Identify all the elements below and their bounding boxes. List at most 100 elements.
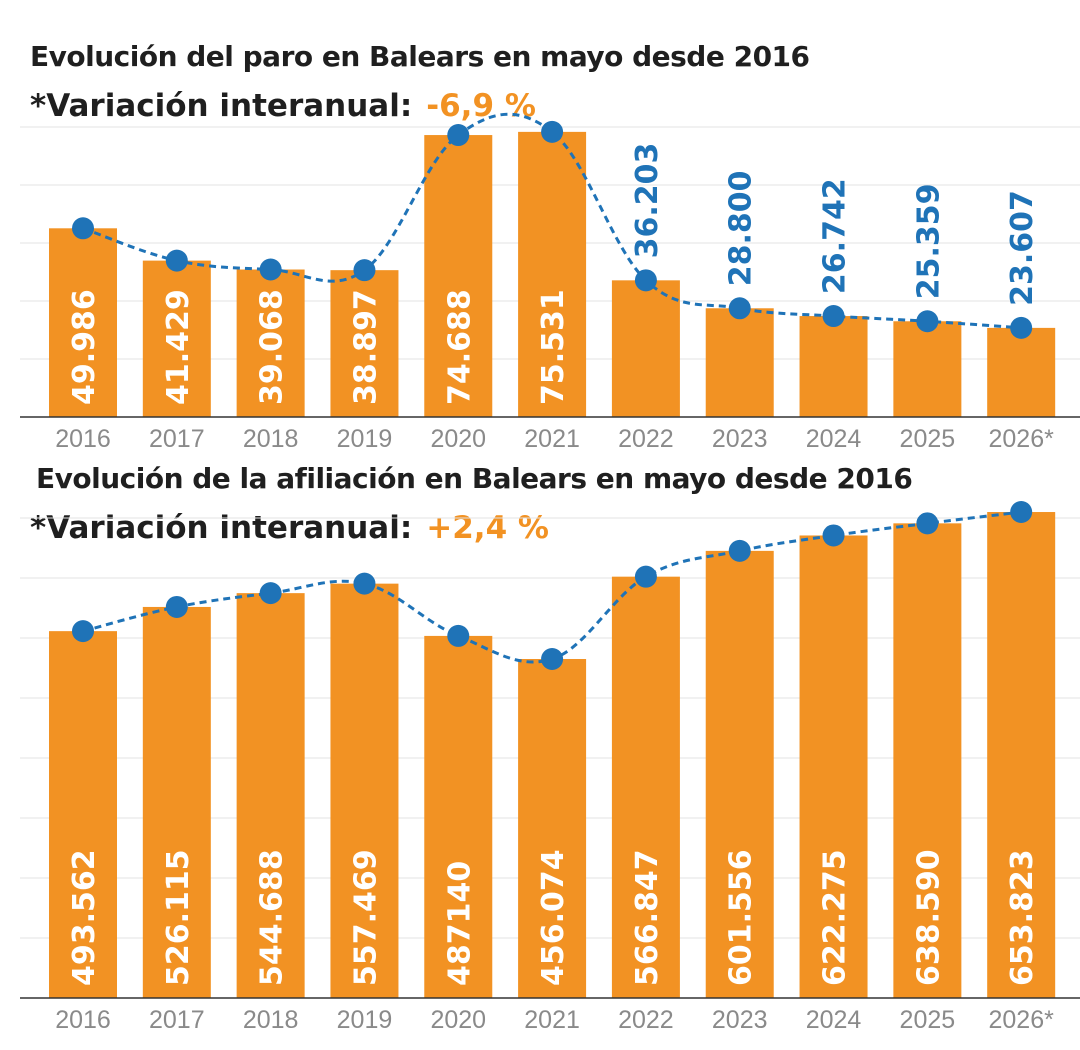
bar-value-label: 28.800	[724, 170, 759, 286]
bar	[611, 280, 680, 417]
x-tick-label: 2020	[430, 1006, 486, 1034]
x-tick-label: 2023	[712, 1006, 768, 1034]
bar	[49, 631, 117, 998]
bar	[236, 269, 305, 417]
bar-value-label: 526.115	[161, 849, 196, 986]
bar	[705, 550, 774, 998]
data-point	[634, 565, 657, 588]
bar	[518, 131, 587, 417]
data-point	[1010, 501, 1033, 524]
bar-value-label: 456.074	[536, 849, 571, 986]
data-point	[822, 524, 845, 547]
bar	[142, 260, 211, 417]
bar-value-label: 653.823	[1005, 849, 1040, 986]
x-tick-label: 2025	[900, 1006, 956, 1034]
x-tick-label: 2020	[430, 425, 486, 453]
x-tick-label: 2017	[149, 1006, 205, 1034]
data-point	[259, 582, 282, 605]
data-point	[634, 269, 657, 292]
bar	[799, 316, 868, 417]
data-point	[353, 259, 376, 282]
x-tick-label: 2025	[900, 425, 956, 453]
bar-value-label: 41.429	[161, 289, 196, 405]
data-point	[728, 297, 751, 320]
data-point	[353, 572, 376, 595]
data-point	[822, 305, 845, 328]
x-tick-label: 2016	[55, 425, 111, 453]
x-tick-label: 2021	[524, 1006, 580, 1034]
x-tick-label: 2022	[618, 1006, 674, 1034]
x-tick-label: 2026*	[989, 1006, 1055, 1034]
bar-value-label: 487140	[442, 861, 477, 986]
bar-value-label: 26.742	[818, 178, 853, 294]
data-point	[72, 217, 94, 240]
bar	[799, 535, 868, 998]
x-tick-label: 2017	[149, 425, 205, 453]
bar	[424, 635, 493, 998]
bar-value-label: 36.203	[630, 143, 665, 259]
x-tick-label: 2021	[524, 425, 580, 453]
bar	[705, 308, 774, 417]
bar	[611, 576, 680, 998]
bar-value-label: 25.359	[911, 183, 946, 299]
data-point	[916, 310, 939, 333]
data-point	[728, 539, 751, 562]
affiliation-chart: Evolución de la afiliación en Balears en…	[0, 460, 1080, 1050]
x-tick-label: 2024	[806, 425, 862, 453]
bar-value-label: 49.986	[67, 289, 102, 405]
affiliation-variation-label: *Variación interanual:	[30, 510, 413, 546]
bar	[893, 523, 962, 998]
x-tick-label: 2018	[243, 1006, 299, 1034]
data-point	[541, 648, 564, 671]
bar-value-label: 638.590	[911, 849, 946, 986]
x-tick-label: 2016	[55, 1006, 111, 1034]
bar	[987, 512, 1056, 998]
x-tick-label: 2018	[243, 425, 299, 453]
bar-value-label: 493.562	[67, 849, 102, 986]
bar	[518, 659, 587, 998]
bar	[330, 270, 399, 417]
data-point	[1010, 316, 1033, 339]
bar-value-label: 39.068	[255, 289, 290, 405]
trend-line	[82, 112, 1022, 330]
x-tick-label: 2019	[337, 1006, 393, 1034]
data-point	[165, 249, 188, 272]
affiliation-bar-chart: 493.562 526.115 544.688 557.469 487140 456.07…	[20, 501, 1080, 1034]
x-tick-label: 2026*	[989, 425, 1055, 453]
bar	[142, 606, 211, 998]
x-tick-label: 2024	[806, 1006, 862, 1034]
data-point	[916, 512, 939, 535]
bar-value-label: 38.897	[348, 289, 383, 405]
unemployment-variation: *Variación interanual: -6,9 %	[30, 88, 536, 124]
bar	[49, 228, 117, 417]
affiliation-variation-value: +2,4 %	[426, 510, 549, 546]
data-point	[447, 124, 470, 147]
bar-value-label: 544.688	[255, 849, 290, 986]
x-tick-label: 2022	[618, 425, 674, 453]
affiliation-chart-title: Evolución de la afiliación en Balears en…	[36, 462, 913, 495]
data-point	[165, 595, 188, 618]
unemployment-bar-chart: 49.986 41.429 39.068 38.897 74.688 75.531 36.2…	[20, 112, 1080, 453]
data-point	[259, 258, 282, 281]
bar-value-label: 23.607	[1005, 190, 1040, 306]
data-point	[541, 120, 564, 143]
unemployment-variation-label: *Variación interanual:	[30, 88, 413, 124]
unemployment-variation-value: -6,9 %	[426, 88, 536, 124]
bar	[893, 321, 962, 417]
x-tick-label: 2023	[712, 425, 768, 453]
trend-line	[82, 510, 1022, 664]
bar-value-label: 601.556	[724, 849, 759, 986]
unemployment-chart-title: Evolución del paro en Balears en mayo de…	[30, 40, 810, 73]
bar	[236, 593, 305, 998]
affiliation-variation: *Variación interanual: +2,4 %	[30, 510, 549, 546]
bar-value-label: 75.531	[536, 289, 571, 405]
bar-value-label: 566.847	[630, 849, 665, 986]
unemployment-chart: Evolución del paro en Balears en mayo de…	[0, 0, 1080, 460]
x-tick-label: 2019	[337, 425, 393, 453]
bar-value-label: 622.275	[818, 849, 853, 986]
bar	[987, 327, 1056, 417]
bar	[330, 583, 399, 998]
data-point	[72, 620, 94, 643]
bar	[424, 135, 493, 417]
bar-value-label: 557.469	[348, 849, 383, 986]
